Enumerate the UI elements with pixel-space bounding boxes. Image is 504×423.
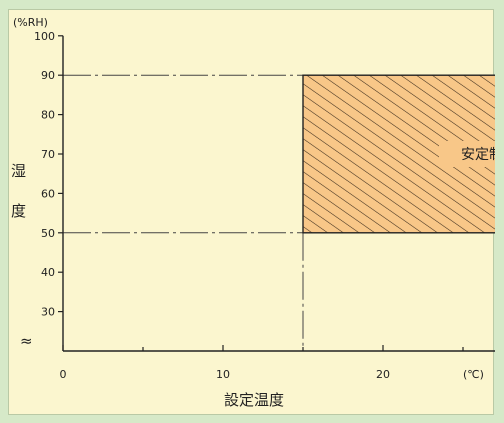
x-axis-title: 設定温度 [224, 391, 284, 409]
chart-svg: 3040506070809010001020304050 (%RH) (℃) 湿… [11, 16, 495, 409]
y-tick-label: 50 [41, 227, 55, 240]
x-tick-label: 20 [376, 368, 390, 381]
y-axis-title-char-2: 度 [11, 202, 26, 220]
y-tick-label: 70 [41, 148, 55, 161]
region-border [302, 74, 495, 234]
y-tick-label: 90 [41, 69, 55, 82]
y-tick-label: 40 [41, 266, 55, 279]
y-tick-label: 60 [41, 187, 55, 200]
y-unit-label: (%RH) [13, 16, 48, 29]
region-label-backdrop [439, 141, 495, 167]
y-tick-label: 30 [41, 306, 55, 319]
chart-panel: 3040506070809010001020304050 (%RH) (℃) 湿… [8, 9, 495, 415]
y-axis-title-char-1: 湿 [11, 162, 26, 180]
x-tick-label: 0 [60, 368, 67, 381]
y-tick-label: 80 [41, 109, 55, 122]
x-unit-label: (℃) [463, 368, 484, 381]
y-tick-label: 100 [34, 30, 55, 43]
x-tick-label: 10 [216, 368, 230, 381]
region-label: 安定制御範囲 [461, 146, 495, 163]
axis-break-symbol: ≈ [20, 332, 33, 350]
